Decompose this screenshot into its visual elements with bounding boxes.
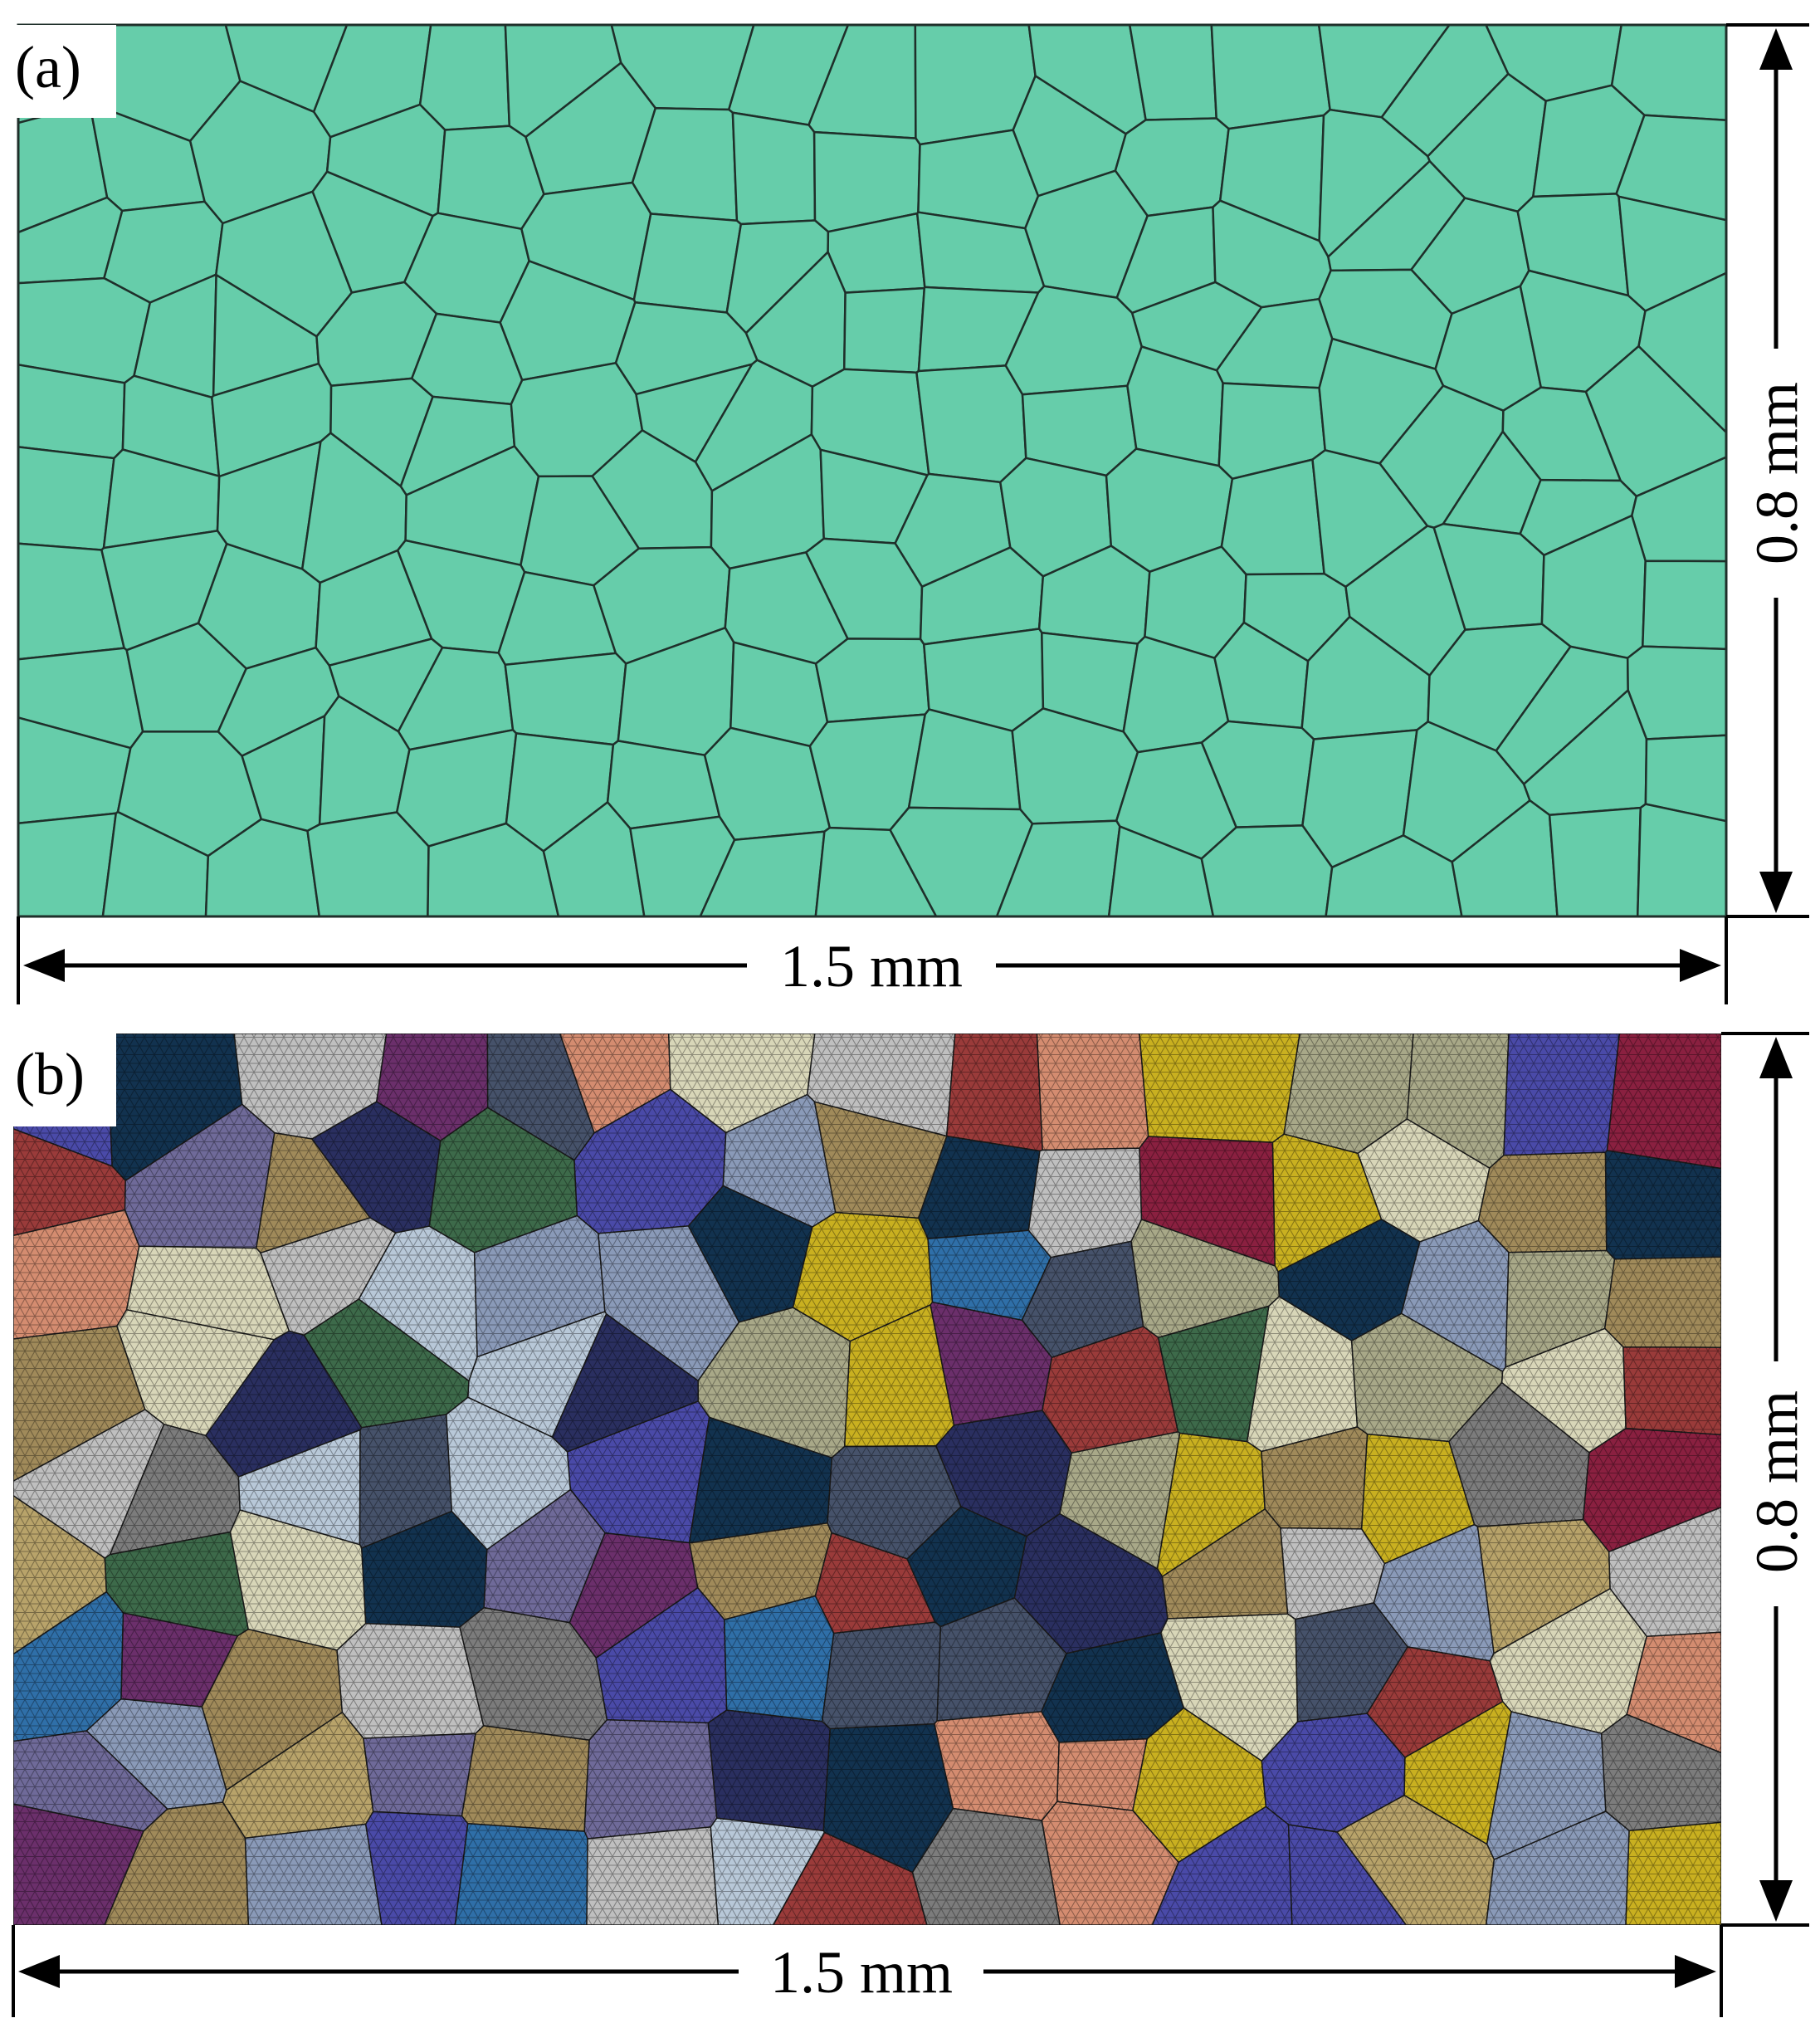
grain [1210,25,1331,130]
grain [1626,645,1726,740]
panel-a-height-dimension: 0.8 mm [1726,23,1810,918]
panel-a-label-bg [10,25,116,118]
panel-a-label: (a) [15,34,81,100]
grain [504,652,627,746]
panel-b-width-label: 1.5 mm [770,1939,953,2006]
panel-a-width-label: 1.5 mm [780,933,963,999]
grain [306,811,430,916]
grain [1636,803,1726,916]
panel-b-height-dimension: 0.8 mm [1721,1032,1810,1927]
panel-b: (b) 1.5 mm 0.8 mm [10,1032,1810,2017]
grain [18,446,115,551]
panel-a-border [17,23,1728,918]
panel-b-label-bg [10,1033,116,1126]
grain [606,740,721,830]
grain [731,111,817,226]
panel-a-grain-boundaries [18,25,1726,916]
panel-b-label: (b) [15,1041,85,1107]
grain [1220,458,1325,576]
grain [1642,560,1726,651]
grain [814,638,930,724]
grain [915,364,1027,484]
grain [1128,25,1218,121]
grain [632,213,743,314]
grain [18,812,118,916]
panel-b-width-dimension: 1.5 mm [12,1925,1723,2017]
grain [1548,806,1642,916]
panel-b-mesh [13,1033,1721,1925]
grain [418,25,511,131]
panel-a-width-dimension: 1.5 mm [17,916,1728,1004]
panel-a-height-label: 0.8 mm [1744,382,1810,564]
panel-a: (a) 1.5 mm 0.8 mm [10,23,1810,1004]
grain [842,286,926,374]
panel-b-height-label: 0.8 mm [1744,1390,1810,1573]
